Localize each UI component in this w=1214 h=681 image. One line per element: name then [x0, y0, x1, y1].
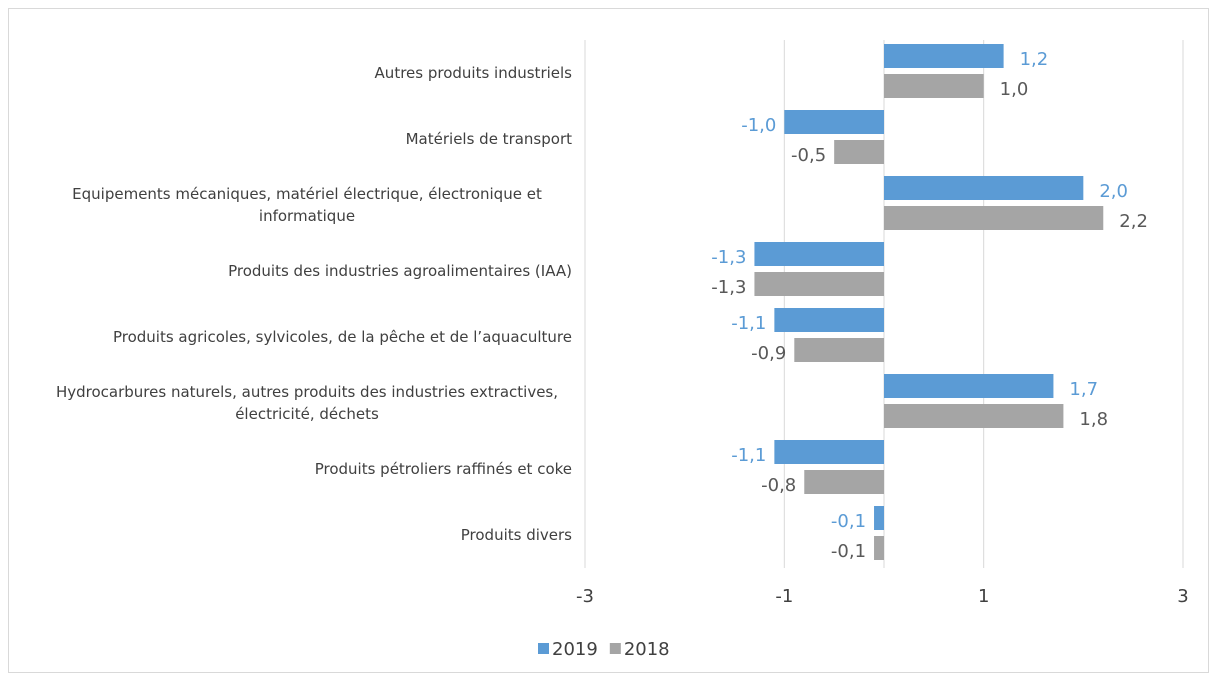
value-label: -0,9 — [751, 343, 786, 364]
value-label: -1,3 — [711, 247, 746, 268]
bar — [884, 176, 1084, 200]
bar — [804, 470, 884, 494]
value-label: 1,0 — [1000, 79, 1029, 100]
value-label: 1,8 — [1079, 409, 1108, 430]
x-tick-label: -1 — [775, 586, 793, 607]
category-label: Hydrocarbures naturels, autres produits … — [12, 381, 572, 425]
value-label: -1,1 — [731, 445, 766, 466]
value-label: -1,1 — [731, 313, 766, 334]
category-text: Produits pétroliers raffinés et coke — [314, 460, 572, 478]
legend-swatch — [609, 643, 621, 654]
bar — [884, 74, 984, 98]
bar — [774, 308, 884, 332]
bar — [774, 440, 884, 464]
value-label: -1,3 — [711, 277, 746, 298]
category-text: Autres produits industriels — [374, 64, 572, 82]
category-text: Equipements mécaniques, matériel électri… — [72, 185, 542, 225]
category-label: Matériels de transport — [12, 128, 572, 150]
value-label: 1,2 — [1020, 49, 1049, 70]
category-text: Produits divers — [460, 526, 572, 544]
value-label: 1,7 — [1069, 379, 1098, 400]
bar — [884, 44, 1004, 68]
bar — [754, 242, 884, 266]
category-label: Autres produits industriels — [12, 62, 572, 84]
bar — [884, 404, 1064, 428]
legend-swatch — [538, 643, 549, 654]
bar — [834, 140, 884, 164]
value-label: -0,1 — [831, 541, 866, 562]
x-tick-label: -3 — [576, 586, 594, 607]
category-text: Produits agricoles, sylvicoles, de la pê… — [112, 328, 572, 346]
legend-label: 2019 — [552, 639, 598, 660]
category-text: Matériels de transport — [405, 130, 572, 148]
category-label: Produits agricoles, sylvicoles, de la pê… — [12, 326, 572, 348]
value-label: 2,0 — [1099, 181, 1128, 202]
value-label: -1,0 — [741, 115, 776, 136]
bar — [884, 374, 1054, 398]
category-label: Produits des industries agroalimentaires… — [12, 260, 572, 282]
bar — [884, 206, 1104, 230]
value-label: 2,2 — [1119, 211, 1148, 232]
chart-border — [8, 8, 1209, 673]
bar — [784, 110, 884, 134]
bar — [874, 536, 884, 560]
x-tick-label: 1 — [978, 586, 989, 607]
value-label: -0,5 — [791, 145, 826, 166]
legend-label: 2018 — [624, 639, 670, 660]
bar — [874, 506, 884, 530]
value-label: -0,8 — [761, 475, 796, 496]
category-text: Hydrocarbures naturels, autres produits … — [55, 383, 559, 423]
category-label: Produits divers — [12, 524, 572, 546]
value-label: -0,1 — [831, 511, 866, 532]
category-label: Equipements mécaniques, matériel électri… — [12, 183, 572, 227]
bar — [754, 272, 884, 296]
x-tick-label: 3 — [1177, 586, 1188, 607]
category-text: Produits des industries agroalimentaires… — [228, 262, 572, 280]
category-label: Produits pétroliers raffinés et coke — [12, 458, 572, 480]
bar — [794, 338, 884, 362]
